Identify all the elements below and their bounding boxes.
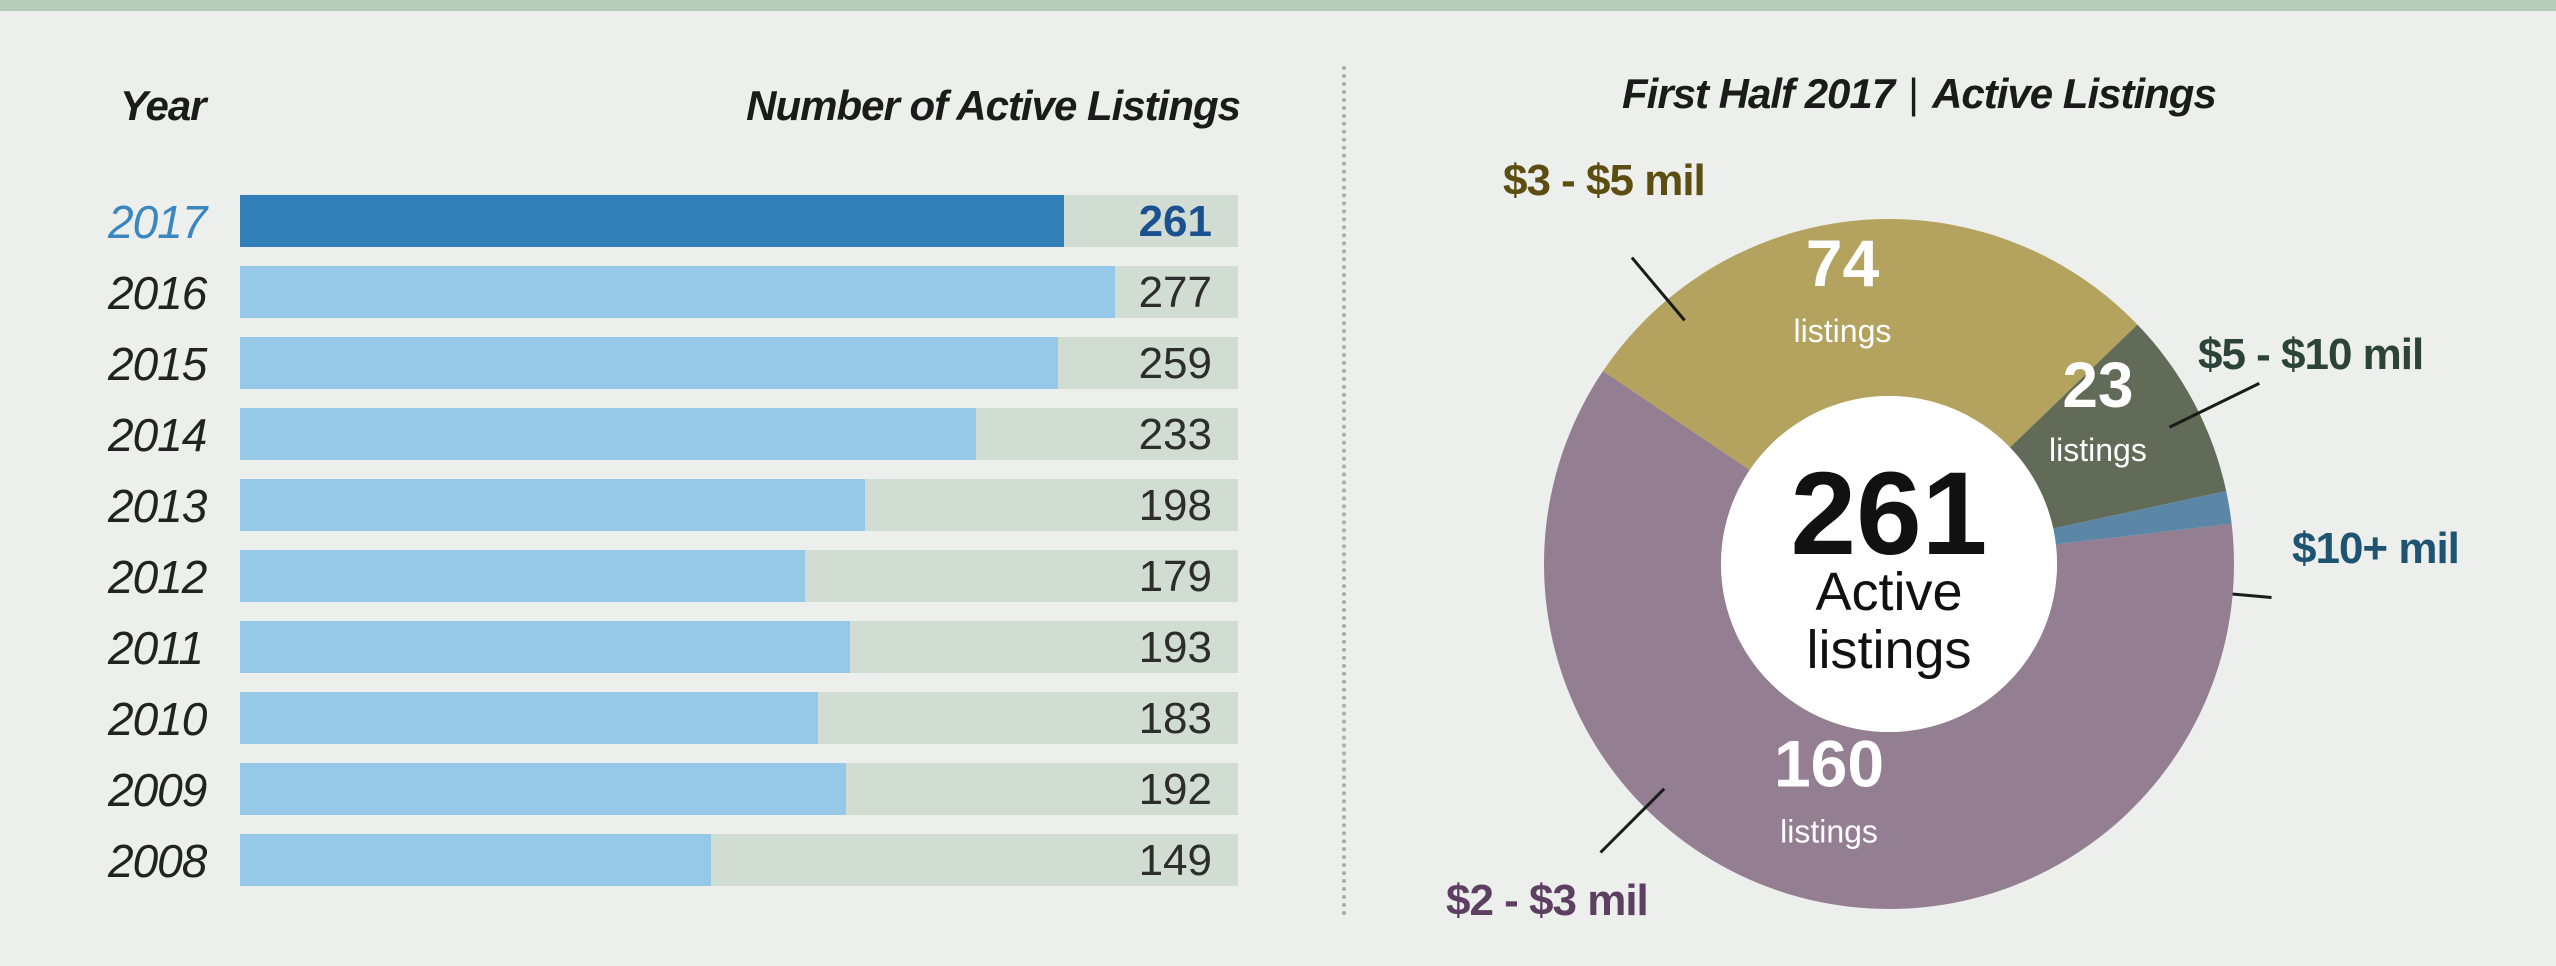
bar-row-2011: 2011 193	[0, 619, 1300, 675]
bar-track: 261	[240, 195, 1238, 247]
donut-center	[1721, 396, 2057, 732]
slice-category-label: $3 - $5 mil	[1503, 156, 1706, 205]
bar-track: 233	[240, 408, 1238, 460]
year-label: 2016	[108, 267, 207, 319]
bar-2013	[240, 479, 866, 531]
bar-value-label: 259	[1138, 339, 1212, 388]
top-stripe	[0, 0, 2556, 11]
bar-value-label: 198	[1138, 481, 1212, 530]
bar-2014	[240, 408, 976, 460]
bar-2012	[240, 550, 806, 602]
bar-track: 183	[240, 692, 1238, 744]
donut-title-separator: |	[1908, 70, 1919, 117]
bar-value-label: 261	[1138, 197, 1212, 246]
leader-line	[1630, 256, 1686, 322]
donut-slice	[1544, 371, 2234, 910]
bar-2016	[240, 266, 1115, 318]
donut-title: First Half 2017 | Active Listings	[1622, 70, 2217, 118]
donut-title-left: First Half 2017	[1622, 70, 1895, 117]
slice-unit: listings	[2049, 432, 2147, 468]
donut-title-right: Active Listings	[1932, 70, 2217, 117]
bar-2011	[240, 621, 850, 673]
year-label: 2011	[108, 622, 204, 674]
year-label: 2010	[108, 693, 207, 745]
bar-row-2015: 2015 259	[0, 335, 1300, 391]
bar-value-label: 277	[1138, 268, 1212, 317]
leader-line	[2168, 382, 2260, 429]
bar-track: 259	[240, 337, 1238, 389]
bar-row-2017: 2017 261	[0, 193, 1300, 249]
bar-track: 192	[240, 763, 1238, 815]
bar-value-label: 233	[1138, 410, 1212, 459]
bar-row-2010: 2010 183	[0, 690, 1300, 746]
bar-chart-panel: Year Number of Active Listings 2017 261 20…	[0, 82, 1300, 888]
year-label: 2012	[108, 551, 207, 603]
bar-row-2012: 2012 179	[0, 548, 1300, 604]
donut-slice	[2009, 324, 2227, 529]
bar-track: 277	[240, 266, 1238, 318]
leader-line	[1599, 787, 1666, 854]
year-label: 2015	[108, 338, 207, 390]
bar-row-2014: 2014 233	[0, 406, 1300, 462]
year-label: 2009	[108, 764, 207, 816]
bar-2017	[240, 195, 1065, 247]
bar-value-label: 183	[1138, 694, 1212, 743]
bar-track: 149	[240, 834, 1238, 886]
bar-row-2009: 2009 192	[0, 761, 1300, 817]
bar-2010	[240, 692, 818, 744]
slice-category-label: $2 - $3 mil	[1446, 876, 1649, 925]
leader-line	[2227, 592, 2272, 599]
bar-track: 198	[240, 479, 1238, 531]
donut-slice	[1602, 219, 2138, 471]
bar-value-label: 193	[1138, 623, 1212, 672]
bar-2015	[240, 337, 1058, 389]
bar-row-2013: 2013 198	[0, 477, 1300, 533]
year-label: 2013	[108, 480, 207, 532]
center-total: 261	[1791, 448, 1988, 580]
slice-value: 74	[1806, 226, 1880, 300]
bar-value-label: 149	[1138, 836, 1212, 885]
slice-category-label: $5 - $10 mil	[2198, 330, 2424, 379]
bar-track: 179	[240, 550, 1238, 602]
bar-2009	[240, 763, 847, 815]
bar-row-2016: 2016 277	[0, 264, 1300, 320]
slice-category-label: $10+ mil	[2292, 524, 2460, 573]
slice-value: 23	[2062, 349, 2133, 421]
slice-value: 160	[1774, 727, 1884, 801]
year-column-header: Year	[120, 82, 207, 129]
center-label-line2: listings	[1806, 620, 1971, 680]
count-column-header: Number of Active Listings	[746, 82, 1241, 129]
bar-row-2008: 2008 149	[0, 832, 1300, 888]
year-label: 2017	[108, 196, 207, 248]
panel-divider	[1342, 66, 1346, 916]
bar-2008	[240, 834, 711, 886]
year-label: 2014	[108, 409, 207, 461]
slice-unit: listings	[1794, 313, 1892, 349]
bar-value-label: 179	[1138, 552, 1212, 601]
year-label: 2008	[108, 835, 207, 887]
bar-value-label: 192	[1138, 765, 1212, 814]
center-label-line1: Active	[1815, 562, 1962, 622]
donut-slice	[2053, 491, 2232, 545]
bar-track: 193	[240, 621, 1238, 673]
slice-unit: listings	[1780, 814, 1878, 850]
